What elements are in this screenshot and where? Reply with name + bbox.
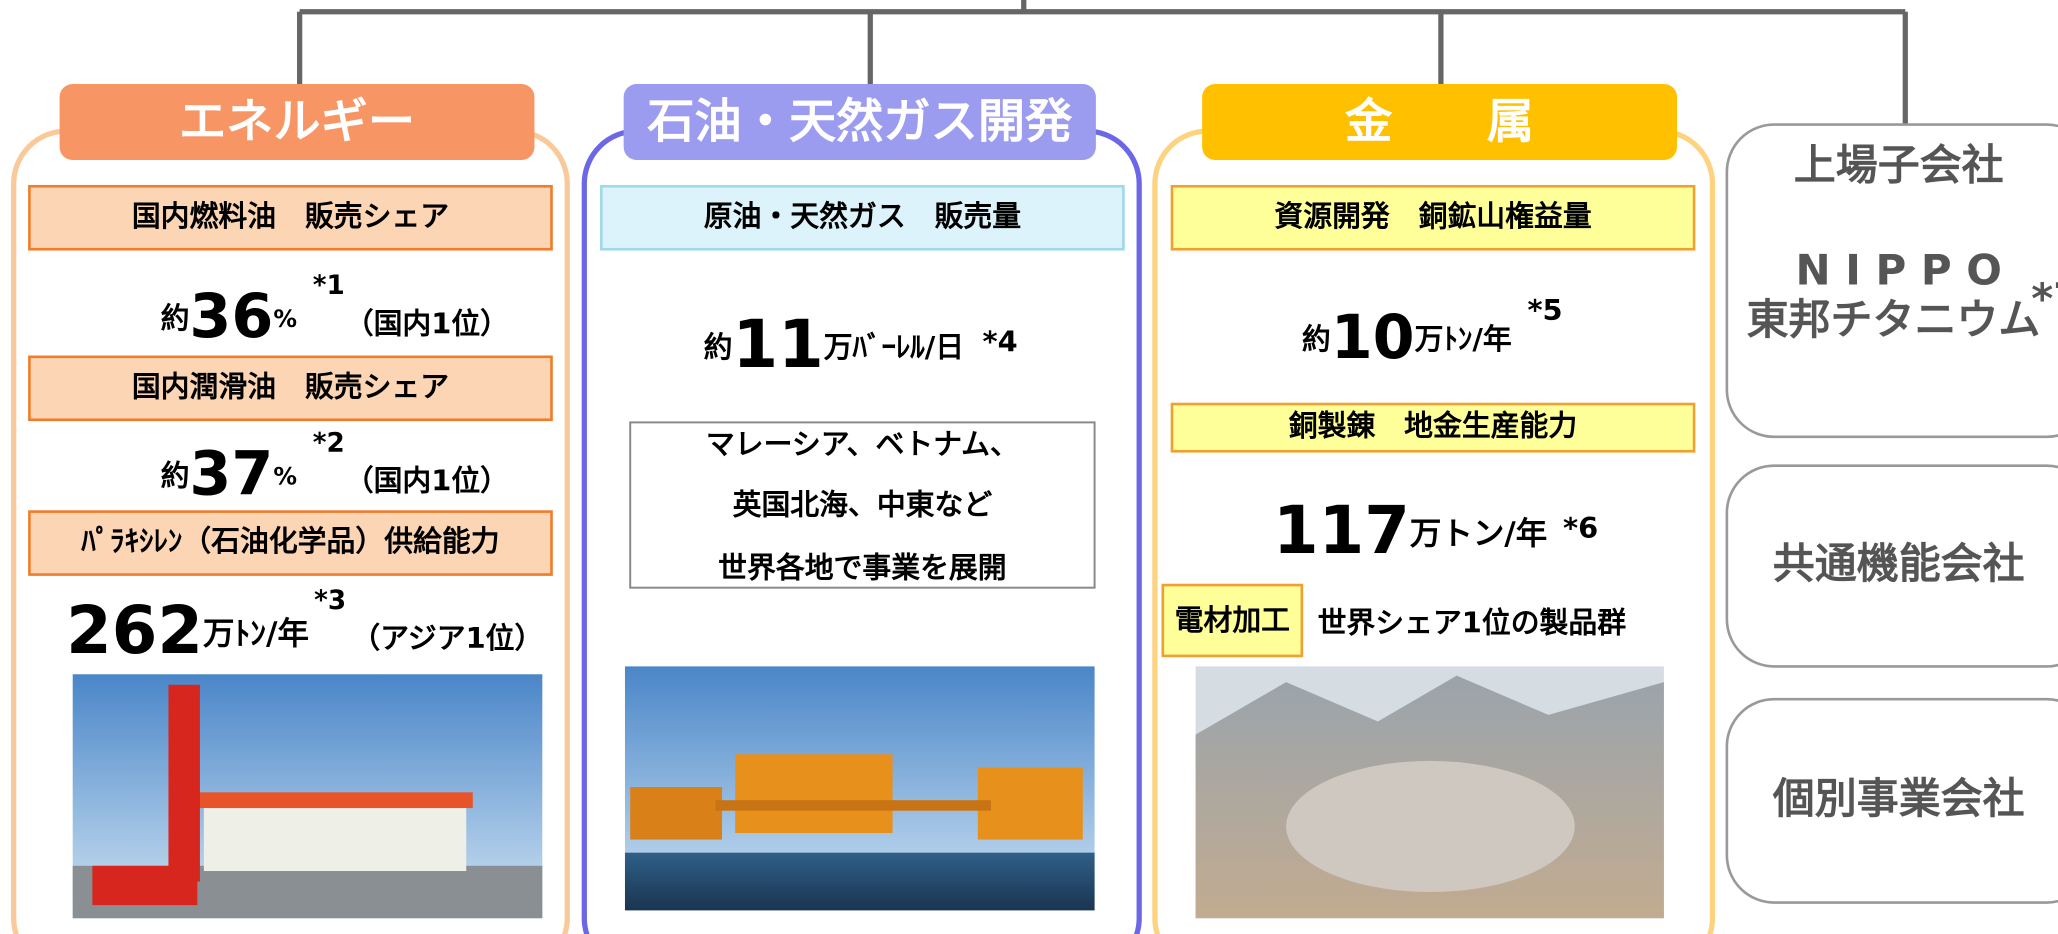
label: 原油・天然ガス 販売量 [704,199,1021,233]
figure: 約11万ﾊﾞｰﾚﾙ/日 *4 [704,307,1018,383]
company: 東邦チタニウム [1747,295,2041,344]
description-box [629,421,1096,589]
note: *1 [313,270,345,300]
figure: 117万トン/年 *6 [1273,493,1598,569]
figure: 約36% *1（国内1位） [161,270,509,351]
metals-title: 金 属 [1344,95,1534,150]
note: *3 [314,585,346,615]
unit: 万ﾄﾝ/年 [1415,322,1512,356]
tag: 電材加工 [1175,603,1290,637]
note: *7 [2031,274,2058,323]
prefix: 約 [161,301,190,335]
unit: 万トン/年 [1410,516,1547,552]
note: *4 [982,325,1017,359]
value: 11 [733,307,824,383]
metals-box [1161,184,1696,658]
mine-photo [1195,666,1664,919]
prefix: 約 [161,458,190,492]
description: マレーシア、ベトナム、 [706,427,1019,461]
value: 262 [66,593,203,669]
value: 37 [189,439,273,509]
oil-gas-box [600,184,1125,251]
prefix: 約 [1302,322,1331,356]
oil-gas-header [623,83,1096,161]
value: 117 [1273,493,1410,569]
oil-gas-title: 石油・天然ガス開発 [647,95,1073,150]
individual-business: 個別事業会社 [1772,774,2025,823]
figure: 約10万ﾄﾝ/年 *5 [1302,293,1563,372]
rank: （国内1位） [345,464,509,498]
side-box [1725,123,2058,904]
note: *5 [1527,293,1562,327]
station-photo [72,674,543,919]
description: 世界各地で事業を展開 [718,550,1006,584]
shared-services: 共通機能会社 [1773,539,2025,588]
unit: % [273,462,297,490]
label: ﾊﾟﾗｷｼﾚﾝ（石油化学品）供給能力 [80,524,499,558]
label: 国内潤滑油 販売シェア [132,369,449,403]
unit: 万ﾄﾝ/年 [203,616,309,652]
rank: （アジア1位） [351,621,543,655]
unit: % [273,305,297,333]
energy-title: エネルギー [179,95,415,150]
energy-header [59,83,535,161]
tag-text: 世界シェア1位の製品群 [1318,605,1627,639]
figure: 約37% *2（国内1位） [161,428,509,509]
label: 国内燃料油 販売シェア [132,199,449,233]
metals-header [1202,83,1678,161]
figure: 262万ﾄﾝ/年*3（アジア1位） [66,585,543,669]
company: N I P P O [1796,245,2002,294]
unit: 万ﾊﾞｰﾚﾙ/日 [824,330,964,364]
value: 36 [189,282,273,352]
label: 銅製錬 地金生産能力 [1289,409,1577,443]
energy-box [28,184,553,576]
label: 資源開発 銅鉱山権益量 [1274,199,1591,233]
value: 10 [1331,303,1415,373]
prefix: 約 [704,330,733,364]
platform-photo [624,666,1095,911]
connectors [297,0,1908,125]
rank: （国内1位） [345,306,509,340]
note: *2 [313,428,345,458]
description: 英国北海、中東など [733,487,993,521]
listed-title: 上場子会社 [1794,140,2004,189]
note: *6 [1563,511,1598,545]
